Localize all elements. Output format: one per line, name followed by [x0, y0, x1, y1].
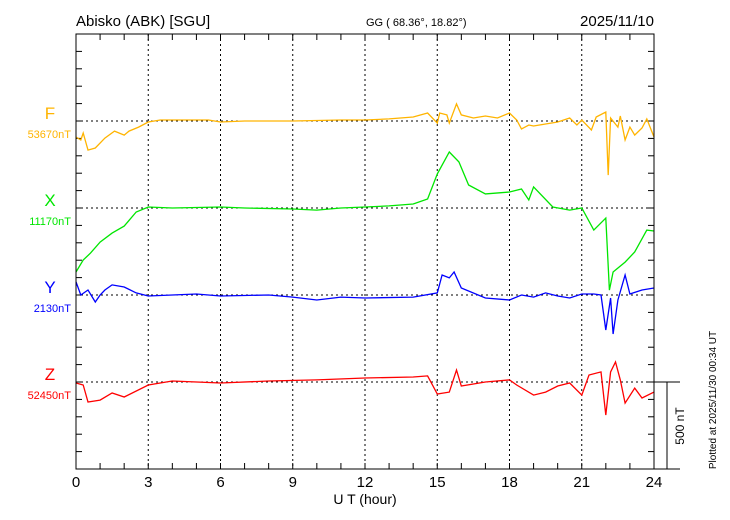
x-tick-label: 6	[216, 474, 224, 491]
series-name-F: F	[45, 104, 55, 123]
trace-Z	[75, 360, 655, 416]
series-name-X: X	[44, 191, 55, 210]
series-name-Y: Y	[44, 278, 55, 297]
station-title: Abisko (ABK) [SGU]	[76, 13, 210, 30]
scale-bar-label: 500 nT	[673, 407, 687, 445]
plotted-timestamp: Plotted at 2025/11/30 00:34 UT	[708, 331, 719, 469]
coordinates: GG ( 68.36°, 18.82°)	[366, 17, 467, 29]
trace-Y	[75, 270, 655, 335]
grid	[75, 34, 655, 469]
x-tick-label: 24	[646, 474, 663, 491]
series-name-Z: Z	[45, 365, 55, 384]
x-tick-labels: 0 3 6 9 12 15 18 21 24	[72, 474, 663, 491]
baseline-value-Z: 52450nT	[28, 390, 72, 402]
scale-bar: 500 nT	[654, 381, 687, 470]
plot-frame	[75, 33, 655, 470]
x-tick-label: 18	[501, 474, 518, 491]
date: 2025/11/10	[580, 13, 654, 30]
baseline-value-Y: 2130nT	[34, 303, 72, 315]
baseline-value-F: 53670nT	[28, 129, 72, 141]
x-axis-label: U T (hour)	[333, 491, 396, 507]
trace-X	[75, 150, 655, 291]
x-tick-label: 15	[429, 474, 446, 491]
baseline-value-X: 11170nT	[29, 216, 71, 228]
x-tick-label: 3	[144, 474, 152, 491]
x-tick-label: 21	[573, 474, 590, 491]
traces: F 53670nT X 11170nT Y 2130nT Z 52450nT	[28, 102, 655, 416]
x-tick-label: 9	[289, 474, 297, 491]
x-tick-label: 0	[72, 474, 80, 491]
x-tick-label: 12	[357, 474, 374, 491]
trace-F	[75, 102, 655, 176]
